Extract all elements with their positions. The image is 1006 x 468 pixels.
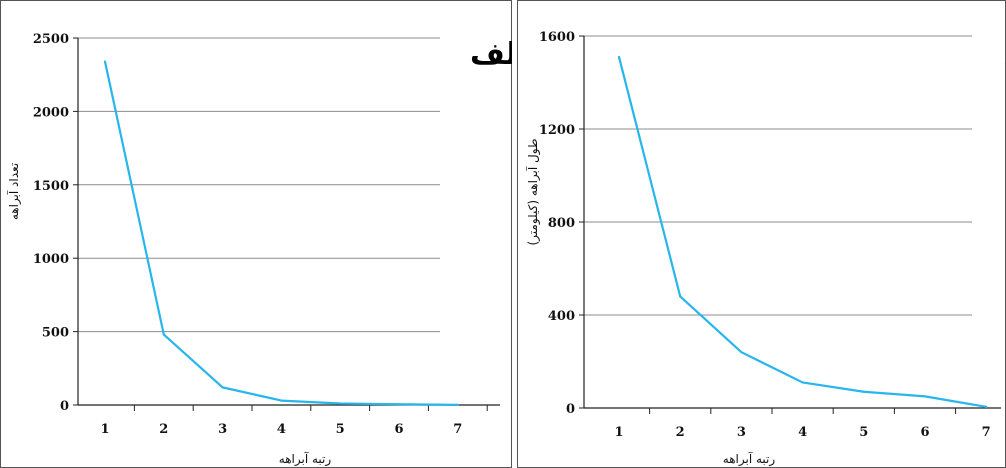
y-tick-label: 1500: [33, 179, 69, 194]
x-tick-label: 7: [982, 425, 991, 440]
data-point: [923, 395, 927, 398]
y-tick-label: 2500: [33, 32, 69, 47]
series-line: [617, 56, 987, 408]
data-point: [339, 402, 342, 405]
y-axis-title: تعداد آبراهه: [6, 163, 22, 220]
chart-a-svg: 0 500 1000 1500 2000 2500 1 2 3 4 5 6 7 الف تعداد آبرا…: [0, 0, 512, 468]
x-tick-label: 6: [394, 422, 403, 437]
chart-panel-a: 0 500 1000 1500 2000 2500 1 2 3 4 5 6 7 الف تعداد آبرا…: [0, 0, 512, 468]
panel-title: الف: [470, 37, 512, 72]
data-point: [862, 390, 865, 393]
series-line: [103, 61, 458, 406]
data-point: [679, 295, 682, 298]
y-tick-label: 0: [60, 399, 69, 414]
y-tick-label: 1000: [33, 252, 69, 267]
chart-frame: [0, 0, 512, 468]
panel-title: ب: [1004, 43, 1006, 78]
x-tick-label: 3: [737, 425, 746, 440]
data-point: [162, 333, 165, 336]
x-tick-label: 1: [614, 425, 623, 440]
y-tick-label: 500: [42, 326, 69, 341]
x-tick-label: 6: [920, 425, 929, 440]
y-tick-label: 800: [548, 216, 575, 231]
chart-b-svg: 0 400 800 1200 1600 1 2 3 4 5 6 7 ب طول آبراهه (کیلوم…: [517, 0, 1006, 468]
y-tick-label: 2000: [33, 105, 69, 120]
y-tick-label: 1600: [539, 30, 575, 45]
data-point: [801, 381, 804, 384]
y-tick-label: 400: [548, 309, 575, 324]
x-axis-title: رتبه آبراهه: [723, 451, 776, 467]
data-point: [617, 55, 621, 59]
y-tick-label: 0: [566, 402, 575, 417]
x-tick-label: 5: [336, 422, 345, 437]
data-point: [740, 351, 743, 354]
x-tick-label: 7: [453, 422, 462, 437]
x-axis-title: رتبه آبراهه: [279, 451, 332, 467]
data-point: [280, 399, 283, 402]
x-tick-label: 1: [100, 422, 109, 437]
data-point: [397, 403, 401, 406]
x-tick-label: 2: [159, 422, 168, 437]
data-point: [103, 60, 107, 63]
y-tick-label: 1200: [539, 123, 575, 138]
x-tick-label: 4: [798, 425, 807, 440]
panel-divider: [512, 0, 517, 468]
x-tick-label: 4: [277, 422, 286, 437]
x-tick-label: 5: [859, 425, 868, 440]
x-tick-label: 2: [676, 425, 685, 440]
y-axis-title: طول آبراهه (کیلومتر): [525, 138, 541, 245]
chart-panel-b: 0 400 800 1200 1600 1 2 3 4 5 6 7 ب طول آبراهه (کیلوم…: [517, 0, 1006, 468]
x-tick-label: 3: [218, 422, 227, 437]
data-point: [456, 403, 459, 406]
data-point: [985, 405, 988, 408]
data-point: [221, 386, 224, 389]
